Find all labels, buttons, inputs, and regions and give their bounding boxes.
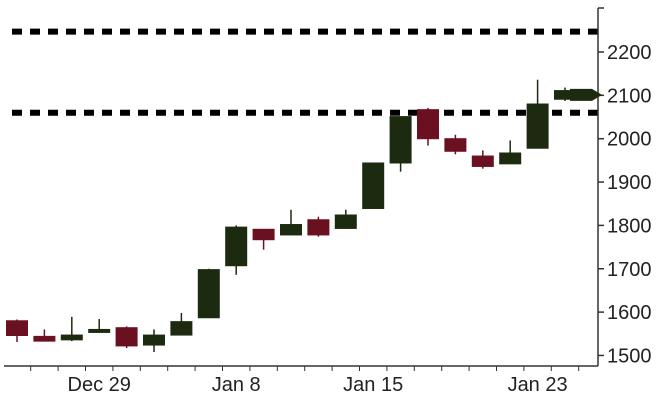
candle <box>60 316 83 342</box>
candle <box>526 79 549 149</box>
candle-body <box>225 226 248 267</box>
y-tick-label: 1600 <box>607 302 652 324</box>
candle-body <box>417 109 439 140</box>
candle <box>499 140 522 165</box>
y-axis-ticks: 1500 1600 1700 1800 1900 2000 2100 2200 <box>598 7 652 367</box>
y-tick-label: 2000 <box>607 129 652 151</box>
x-tick-label: Jan 15 <box>343 374 403 396</box>
reference-lines <box>12 28 598 116</box>
y-tick-label: 1800 <box>607 215 652 237</box>
candle-body <box>197 269 220 319</box>
candle <box>334 209 357 229</box>
candle-body <box>444 138 467 152</box>
y-tick-label: 2100 <box>607 85 652 107</box>
x-tick-label: Dec 29 <box>68 374 131 396</box>
candle-body <box>526 103 549 149</box>
candle <box>362 162 385 209</box>
candle-body <box>362 162 385 209</box>
candle-body <box>60 334 83 341</box>
last-price-arrow <box>570 88 602 101</box>
candle <box>280 209 302 236</box>
candle-body <box>389 116 412 164</box>
candle-body <box>307 219 330 236</box>
candle-body <box>33 335 56 342</box>
candle <box>471 150 494 169</box>
candle <box>252 228 275 250</box>
y-tick-label: 2200 <box>607 42 652 64</box>
candle-body <box>499 152 522 165</box>
candle <box>88 319 111 333</box>
candle <box>307 216 330 237</box>
candle <box>143 329 165 352</box>
x-tick-label: Jan 8 <box>212 374 261 396</box>
last-price-marker <box>570 88 602 101</box>
y-tick-label: 1700 <box>607 259 652 281</box>
x-tick-label: Jan 23 <box>508 374 568 396</box>
candle <box>115 326 138 349</box>
candle-body <box>471 155 494 167</box>
candle-body <box>115 327 138 347</box>
candle-body <box>6 320 28 337</box>
candle <box>33 329 56 342</box>
x-axis-ticks: Dec 29 Jan 8 Jan 15 Jan 23 <box>30 366 580 396</box>
candle-body <box>88 328 111 333</box>
candle-body <box>334 214 357 229</box>
candle <box>417 107 439 146</box>
candle <box>389 116 412 172</box>
candle <box>225 225 248 275</box>
y-tick-label: 1500 <box>607 345 652 367</box>
candle-body <box>143 334 165 346</box>
candle <box>197 268 220 319</box>
candle-body <box>280 224 302 236</box>
axes <box>4 8 599 367</box>
candle <box>444 134 467 155</box>
y-tick-label: 1900 <box>607 172 652 194</box>
candle-body <box>170 321 193 336</box>
candle-body <box>252 228 275 241</box>
candles <box>6 79 576 352</box>
candle <box>170 312 193 336</box>
candle <box>6 319 28 343</box>
